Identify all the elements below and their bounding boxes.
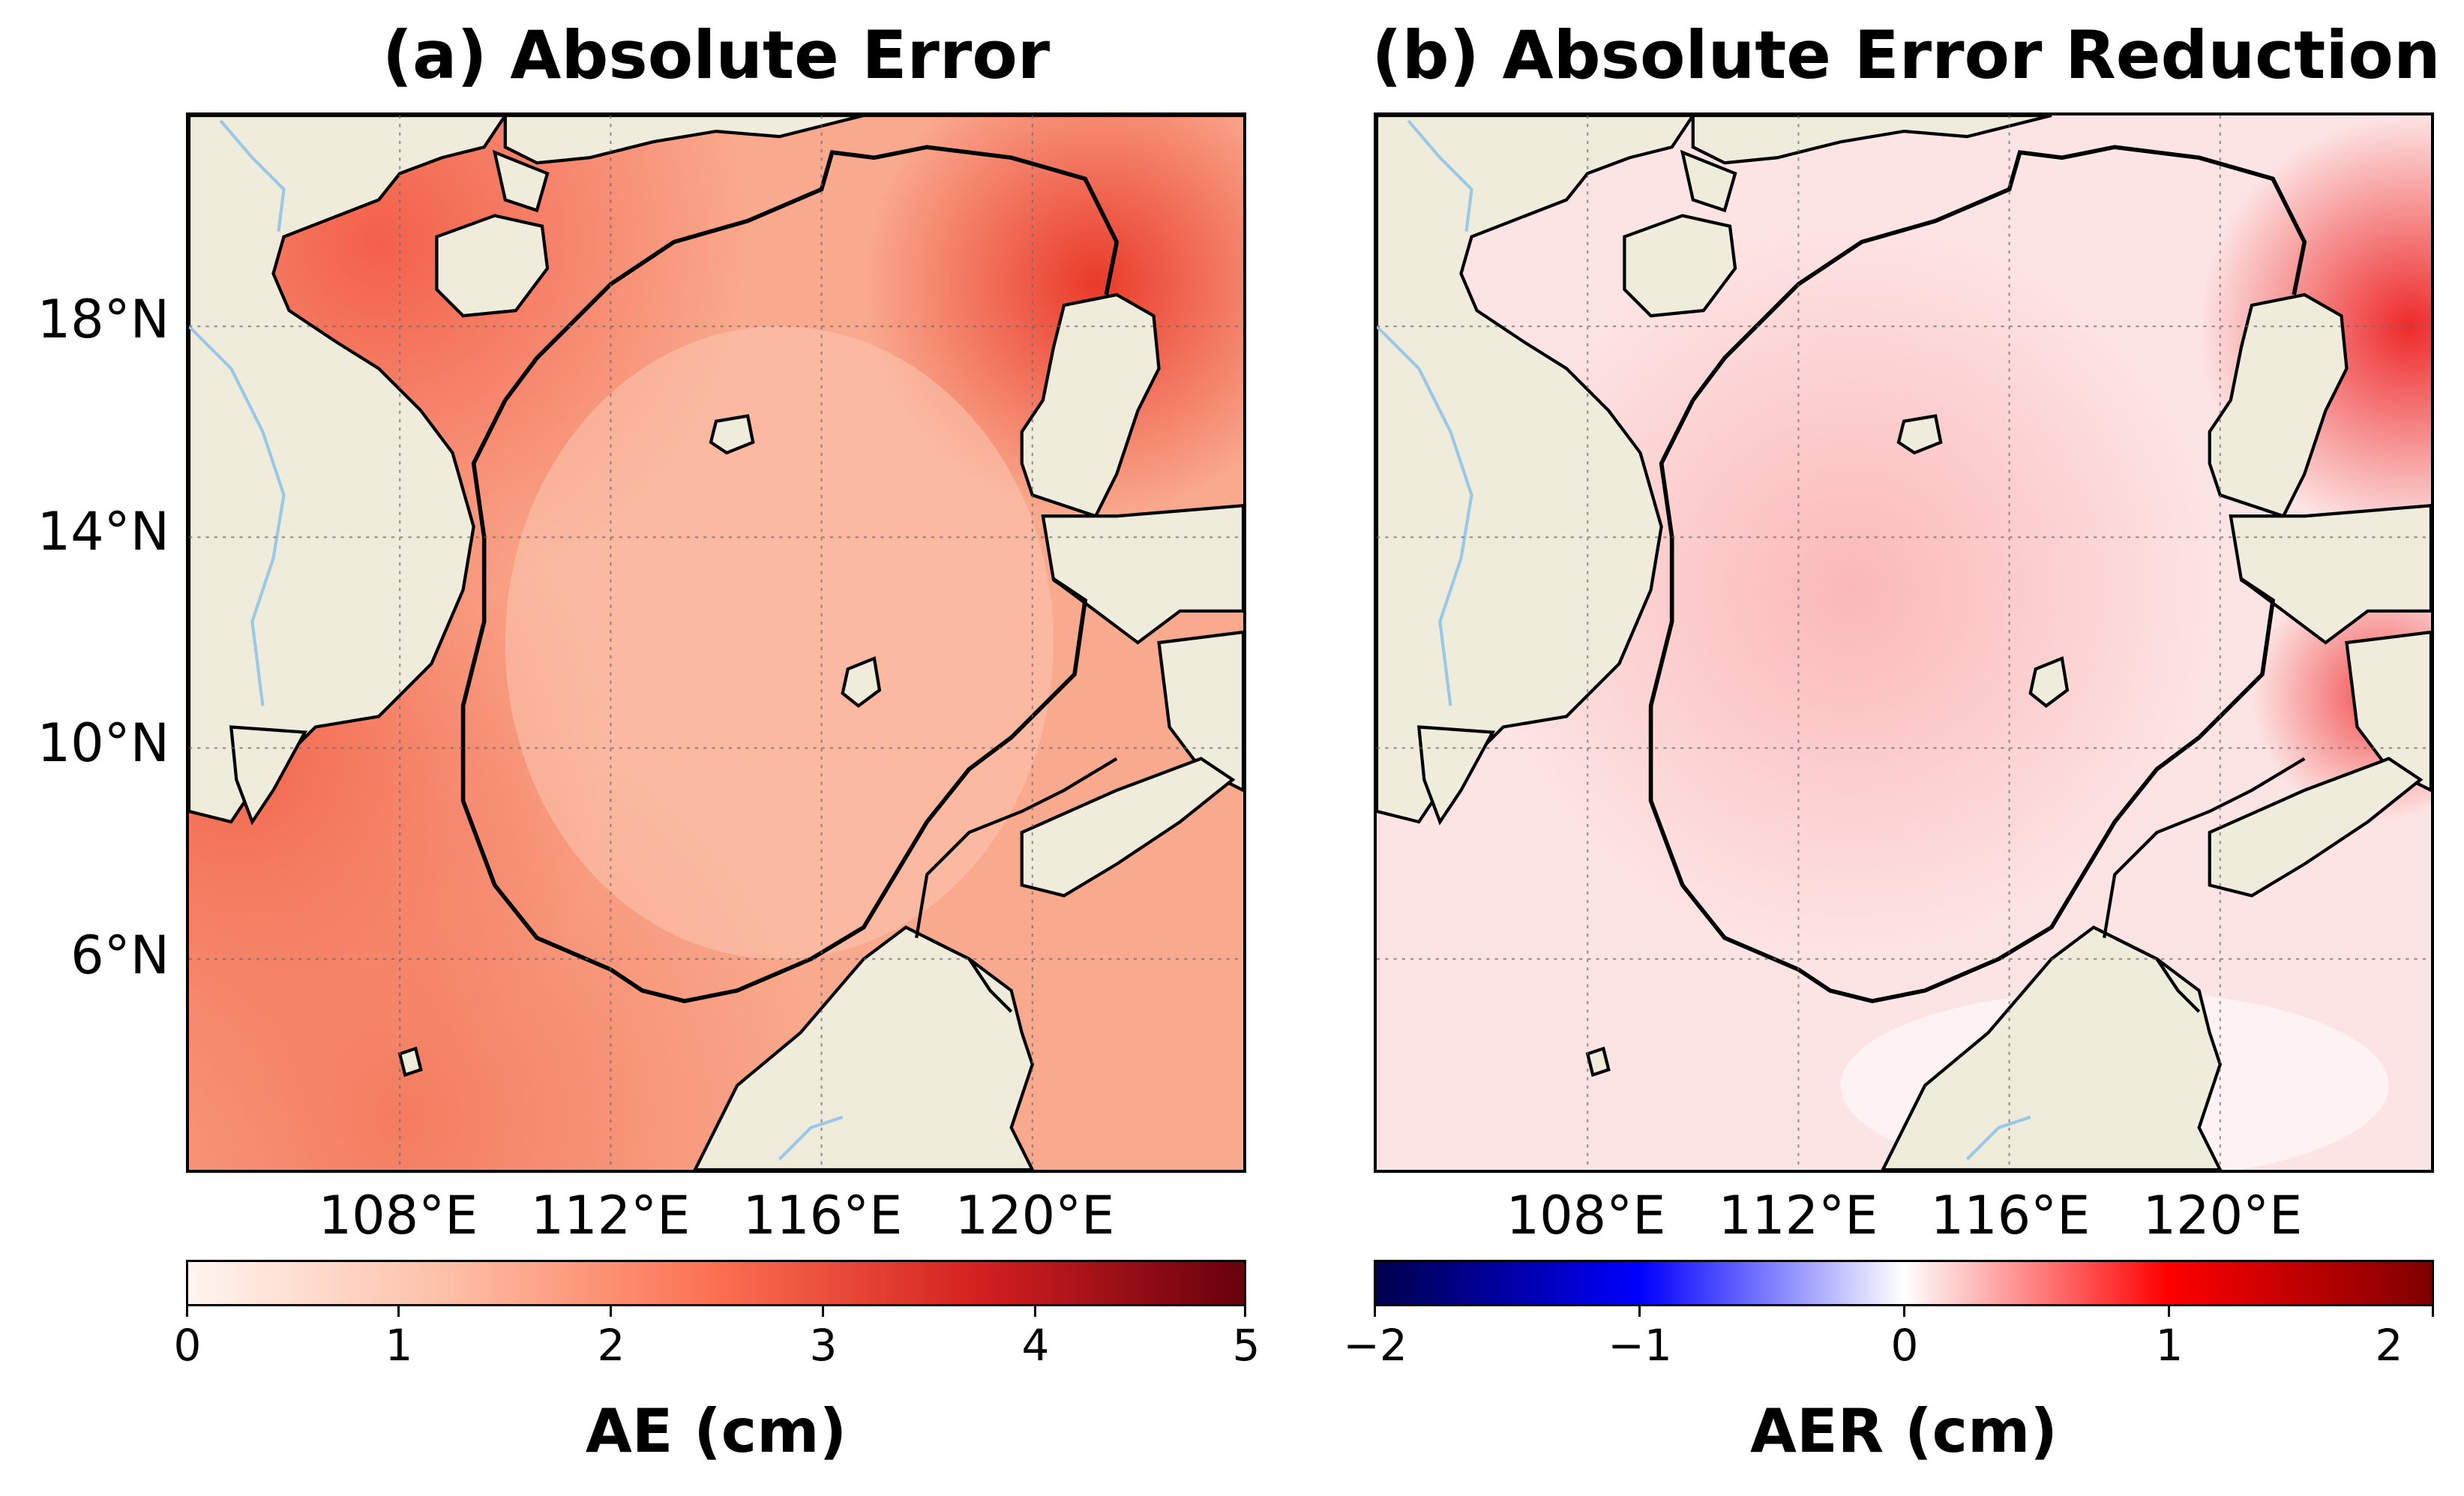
lat-label-14n: 14°N bbox=[37, 501, 169, 562]
colorbar-a-tickmark bbox=[822, 1306, 824, 1317]
colorbar-b-tick-2: 2 bbox=[2375, 1320, 2403, 1371]
lon-label-b-120e: 120°E bbox=[2142, 1185, 2303, 1246]
colorbar-a-label: AE (cm) bbox=[585, 1396, 847, 1466]
isobath-a bbox=[503, 145, 1120, 402]
colorbar-a-tick-4: 4 bbox=[1021, 1320, 1050, 1371]
land-palawan bbox=[1020, 757, 1236, 898]
colorbar-a-tick-5: 5 bbox=[1232, 1320, 1260, 1371]
land-hainan bbox=[435, 214, 550, 318]
colorbar-b-tickmark bbox=[1638, 1306, 1641, 1317]
colorbar-b-tick-neg2: −2 bbox=[1343, 1320, 1407, 1371]
colorbar-a-tickmark bbox=[1244, 1306, 1246, 1317]
colorbar-a-tickmark bbox=[397, 1306, 400, 1317]
lat-label-18n: 18°N bbox=[37, 289, 169, 350]
gridlines-a bbox=[189, 115, 1243, 1170]
land-group-b bbox=[1377, 115, 2431, 1170]
lon-label-a-116e: 116°E bbox=[742, 1185, 903, 1246]
panel-a-map bbox=[186, 112, 1246, 1173]
colorbar-a-tick-0: 0 bbox=[173, 1320, 202, 1371]
land-borneo bbox=[693, 925, 1035, 1170]
lon-label-b-112e: 112°E bbox=[1718, 1185, 1878, 1246]
lat-label-6n: 6°N bbox=[70, 925, 169, 986]
colorbar-a-tickmark bbox=[610, 1306, 612, 1317]
lon-label-b-116e: 116°E bbox=[1930, 1185, 2091, 1246]
panel-a-title: (a) Absolute Error bbox=[382, 16, 1051, 94]
colorbar-b-tick-neg1: −1 bbox=[1608, 1320, 1672, 1371]
lat-label-10n: 10°N bbox=[37, 712, 169, 774]
colorbar-a bbox=[186, 1260, 1246, 1306]
panel-b-title: (b) Absolute Error Reduction bbox=[1371, 16, 2441, 94]
colorbar-a-tick-3: 3 bbox=[809, 1320, 838, 1371]
colorbar-a-tickmark bbox=[186, 1306, 188, 1317]
panel-b-map-svg bbox=[1377, 115, 2431, 1170]
colorbar-b-tickmark bbox=[2432, 1306, 2434, 1317]
colorbar-b-tickmark bbox=[1903, 1306, 1905, 1317]
colorbar-a-tick-2: 2 bbox=[597, 1320, 625, 1371]
colorbar-b-label: AER (cm) bbox=[1750, 1396, 2058, 1466]
panel-b-map bbox=[1374, 112, 2434, 1173]
colorbar-b bbox=[1374, 1260, 2434, 1306]
land-china bbox=[503, 115, 1243, 165]
gridlines-b bbox=[1377, 115, 2431, 1170]
colorbar-b-tickmark bbox=[2168, 1306, 2170, 1317]
colorbar-b-tick-0: 0 bbox=[1890, 1320, 1919, 1371]
colorbar-b-tick-1: 1 bbox=[2155, 1320, 2184, 1371]
isobath-b bbox=[1691, 145, 2307, 402]
lon-label-a-120e: 120°E bbox=[955, 1185, 1115, 1246]
lon-label-a-108e: 108°E bbox=[318, 1185, 478, 1246]
colorbar-a-tickmark bbox=[1034, 1306, 1036, 1317]
lon-label-a-112e: 112°E bbox=[530, 1185, 691, 1246]
land-group-a bbox=[189, 115, 1243, 1170]
colorbar-b-tickmark bbox=[1374, 1306, 1376, 1317]
lon-label-b-108e: 108°E bbox=[1506, 1185, 1666, 1246]
colorbar-a-tick-1: 1 bbox=[385, 1320, 413, 1371]
panel-a-map-svg bbox=[189, 115, 1243, 1170]
